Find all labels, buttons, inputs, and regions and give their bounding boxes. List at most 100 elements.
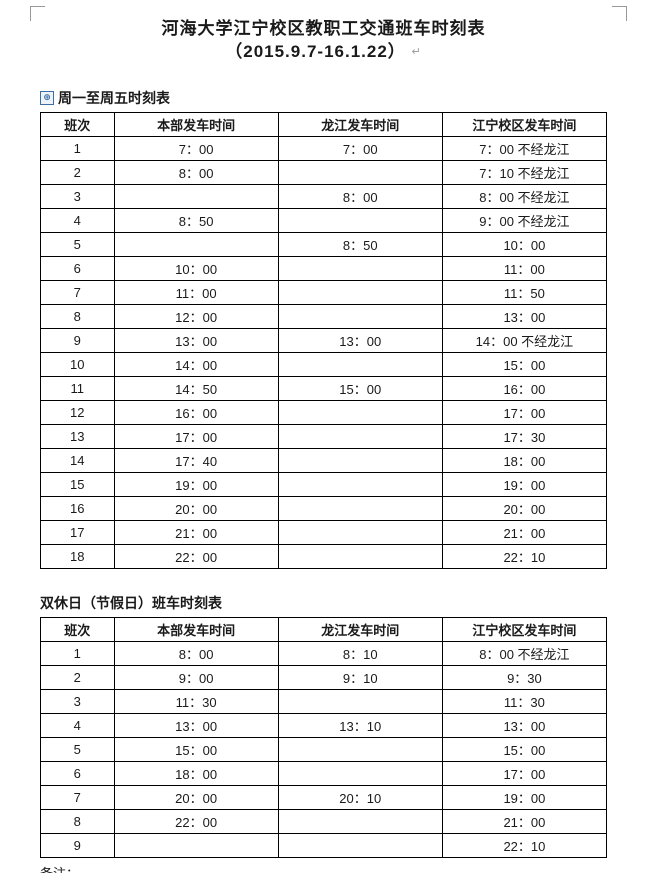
cell-trip-number: 9 — [41, 833, 115, 857]
schedule-row[interactable]: 12 16：00 17：00 — [41, 400, 607, 424]
schedule-row[interactable]: 7 11：00 11：50 — [41, 280, 607, 304]
schedule-row[interactable]: 6 10：00 11：00 — [41, 256, 607, 280]
cell-trip-number: 13 — [41, 424, 115, 448]
cell-main-departure: 8：00 — [114, 160, 278, 184]
cell-trip-number: 7 — [41, 280, 115, 304]
cell-longjiang-departure: 13：00 — [278, 328, 442, 352]
schedule-row[interactable]: 7 20：00 20：10 19：00 — [41, 785, 607, 809]
cell-trip-number: 18 — [41, 544, 115, 568]
document-title: 河海大学江宁校区教职工交通班车时刻表 （2015.9.7-16.1.22） ↵ — [40, 18, 607, 64]
cell-main-departure: 18：00 — [114, 761, 278, 785]
weekend-col-trip: 班次 — [41, 617, 115, 641]
page-margin-mark-top-right — [612, 6, 627, 21]
cell-jiangning-departure: 14：00 不经龙江 — [442, 328, 606, 352]
schedule-row[interactable]: 1 8：00 8：10 8：00 不经龙江 — [41, 641, 607, 665]
cell-main-departure: 17：40 — [114, 448, 278, 472]
cell-longjiang-departure — [278, 520, 442, 544]
cell-trip-number: 6 — [41, 256, 115, 280]
weekend-col-main: 本部发车时间 — [114, 617, 278, 641]
title-line-1: 河海大学江宁校区教职工交通班车时刻表 — [40, 18, 607, 41]
cell-trip-number: 15 — [41, 472, 115, 496]
weekend-table-body[interactable]: 1 8：00 8：10 8：00 不经龙江 2 9：00 9：10 9：30 3 11：30 11：… — [41, 641, 607, 857]
schedule-row[interactable]: 14 17：40 18：00 — [41, 448, 607, 472]
weekend-schedule-table[interactable]: 班次 本部发车时间 龙江发车时间 江宁校区发车时间 1 8：00 8：10 8：00 … — [40, 617, 607, 858]
cell-trip-number: 16 — [41, 496, 115, 520]
cell-trip-number: 14 — [41, 448, 115, 472]
cell-longjiang-departure: 8：00 — [278, 184, 442, 208]
schedule-row[interactable]: 9 22：10 — [41, 833, 607, 857]
cell-trip-number: 5 — [41, 737, 115, 761]
schedule-row[interactable]: 4 13：00 13：10 13：00 — [41, 713, 607, 737]
schedule-row[interactable]: 15 19：00 19：00 — [41, 472, 607, 496]
cell-main-departure: 22：00 — [114, 809, 278, 833]
weekend-col-longjiang: 龙江发车时间 — [278, 617, 442, 641]
cell-main-departure: 7：00 — [114, 136, 278, 160]
notes-title: 备注： — [40, 864, 607, 873]
schedule-row[interactable]: 5 8：50 10：00 — [41, 232, 607, 256]
cell-main-departure: 11：00 — [114, 280, 278, 304]
cell-trip-number: 8 — [41, 304, 115, 328]
cell-trip-number: 1 — [41, 136, 115, 160]
cell-longjiang-departure — [278, 737, 442, 761]
schedule-row[interactable]: 11 14：50 15：00 16：00 — [41, 376, 607, 400]
schedule-row[interactable]: 9 13：00 13：00 14：00 不经龙江 — [41, 328, 607, 352]
schedule-row[interactable]: 1 7：00 7：00 7：00 不经龙江 — [41, 136, 607, 160]
cell-longjiang-departure — [278, 400, 442, 424]
schedule-row[interactable]: 3 8：00 8：00 不经龙江 — [41, 184, 607, 208]
cell-trip-number: 4 — [41, 208, 115, 232]
cell-longjiang-departure: 7：00 — [278, 136, 442, 160]
cell-longjiang-departure: 20：10 — [278, 785, 442, 809]
cell-trip-number: 3 — [41, 689, 115, 713]
cell-main-departure: 13：00 — [114, 713, 278, 737]
schedule-row[interactable]: 10 14：00 15：00 — [41, 352, 607, 376]
weekend-table-heading: 双休日（节假日）班车时刻表 — [40, 593, 607, 613]
spacer-1 — [40, 64, 607, 78]
schedule-row[interactable]: 18 22：00 22：10 — [41, 544, 607, 568]
cell-jiangning-departure: 20：00 — [442, 496, 606, 520]
schedule-row[interactable]: 8 22：00 21：00 — [41, 809, 607, 833]
cell-longjiang-departure — [278, 208, 442, 232]
schedule-row[interactable]: 2 9：00 9：10 9：30 — [41, 665, 607, 689]
weekday-table-body[interactable]: 1 7：00 7：00 7：00 不经龙江 2 8：00 7：10 不经龙江 3 8：00 8：0… — [41, 136, 607, 568]
notes-section: 备注： 1、交通班车是方便教职工来往校本部和校区开展工作时乘坐，只有在所有教职工… — [40, 864, 607, 873]
cell-main-departure: 17：00 — [114, 424, 278, 448]
schedule-row[interactable]: 6 18：00 17：00 — [41, 761, 607, 785]
cell-longjiang-departure — [278, 544, 442, 568]
cell-trip-number: 3 — [41, 184, 115, 208]
cell-trip-number: 17 — [41, 520, 115, 544]
cell-longjiang-departure — [278, 160, 442, 184]
weekday-table-heading[interactable]: ⊕ 周一至周五时刻表 — [40, 88, 607, 108]
weekday-col-jiangning: 江宁校区发车时间 — [442, 112, 606, 136]
schedule-row[interactable]: 4 8：50 9：00 不经龙江 — [41, 208, 607, 232]
title-line-2-text: （2015.9.7-16.1.22） — [225, 42, 406, 61]
schedule-row[interactable]: 13 17：00 17：30 — [41, 424, 607, 448]
cell-trip-number: 11 — [41, 376, 115, 400]
cell-main-departure: 10：00 — [114, 256, 278, 280]
schedule-row[interactable]: 3 11：30 11：30 — [41, 689, 607, 713]
cell-main-departure: 20：00 — [114, 785, 278, 809]
expand-collapse-icon[interactable]: ⊕ — [40, 91, 54, 105]
cell-longjiang-departure — [278, 280, 442, 304]
cell-jiangning-departure: 21：00 — [442, 520, 606, 544]
schedule-row[interactable]: 16 20：00 20：00 — [41, 496, 607, 520]
schedule-row[interactable]: 17 21：00 21：00 — [41, 520, 607, 544]
document-content: 河海大学江宁校区教职工交通班车时刻表 （2015.9.7-16.1.22） ↵ … — [40, 18, 607, 873]
weekday-table-heading-text: 周一至周五时刻表 — [58, 88, 170, 108]
weekday-col-trip: 班次 — [41, 112, 115, 136]
cell-jiangning-departure: 17：00 — [442, 400, 606, 424]
schedule-row[interactable]: 2 8：00 7：10 不经龙江 — [41, 160, 607, 184]
cell-main-departure — [114, 833, 278, 857]
cell-longjiang-departure — [278, 256, 442, 280]
schedule-row[interactable]: 8 12：00 13：00 — [41, 304, 607, 328]
cell-jiangning-departure: 17：00 — [442, 761, 606, 785]
cell-jiangning-departure: 13：00 — [442, 304, 606, 328]
schedule-row[interactable]: 5 15：00 15：00 — [41, 737, 607, 761]
cell-trip-number: 2 — [41, 665, 115, 689]
cell-longjiang-departure — [278, 496, 442, 520]
cell-trip-number: 4 — [41, 713, 115, 737]
cell-trip-number: 12 — [41, 400, 115, 424]
cell-main-departure: 8：50 — [114, 208, 278, 232]
cell-jiangning-departure: 8：00 不经龙江 — [442, 184, 606, 208]
weekday-table-header-row: 班次 本部发车时间 龙江发车时间 江宁校区发车时间 — [41, 112, 607, 136]
weekday-schedule-table[interactable]: 班次 本部发车时间 龙江发车时间 江宁校区发车时间 1 7：00 7：00 7：00 … — [40, 112, 607, 569]
